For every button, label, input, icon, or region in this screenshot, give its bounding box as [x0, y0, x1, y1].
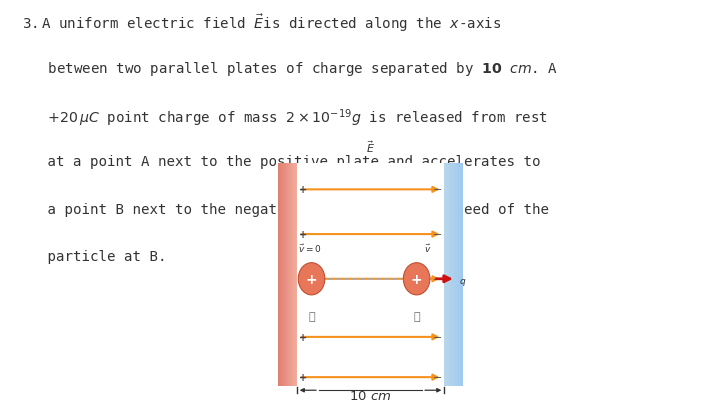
Text: $\vec{E}$: $\vec{E}$ [366, 138, 375, 154]
Text: +: + [306, 272, 317, 286]
Text: +: + [299, 185, 307, 195]
Text: $\vec{v}=0$: $\vec{v}=0$ [298, 242, 322, 254]
Text: +: + [411, 272, 422, 286]
Text: −: − [433, 332, 442, 342]
Text: −: − [433, 185, 442, 195]
Text: +: + [299, 332, 307, 342]
Text: +: + [299, 274, 307, 284]
Text: a point B next to the negative plate. Find the speed of the: a point B next to the negative plate. Fi… [22, 202, 549, 216]
Text: $+20\,\mu C$ point charge of mass $2\times10^{-19}g$ is released from rest: $+20\,\mu C$ point charge of mass $2\tim… [22, 107, 547, 129]
Text: $\mathit{10\ cm}$: $\mathit{10\ cm}$ [349, 389, 392, 401]
Text: −: − [433, 274, 442, 284]
Text: −: − [433, 372, 442, 382]
Text: −: − [433, 230, 442, 240]
Text: +: + [299, 372, 307, 382]
Text: 3.$\,$A uniform electric field $\vec{E}$is directed along the $\it{x}$-axis: 3.$\,$A uniform electric field $\vec{E}$… [22, 12, 501, 34]
Bar [297, 163, 445, 386]
Text: Ⓑ: Ⓑ [414, 311, 420, 321]
Text: +: + [299, 230, 307, 240]
Text: Ⓐ: Ⓐ [308, 311, 315, 321]
Text: $q$: $q$ [459, 276, 467, 287]
Circle shape [299, 263, 325, 295]
Text: $\vec{v}$: $\vec{v}$ [424, 242, 432, 254]
Circle shape [403, 263, 430, 295]
Text: between two parallel plates of charge separated by $\mathbf{10}$ $\mathit{cm}$. : between two parallel plates of charge se… [22, 60, 558, 78]
Text: at a point A next to the positive plate and accelerates to: at a point A next to the positive plate … [22, 155, 540, 169]
Text: particle at B.: particle at B. [22, 250, 166, 264]
